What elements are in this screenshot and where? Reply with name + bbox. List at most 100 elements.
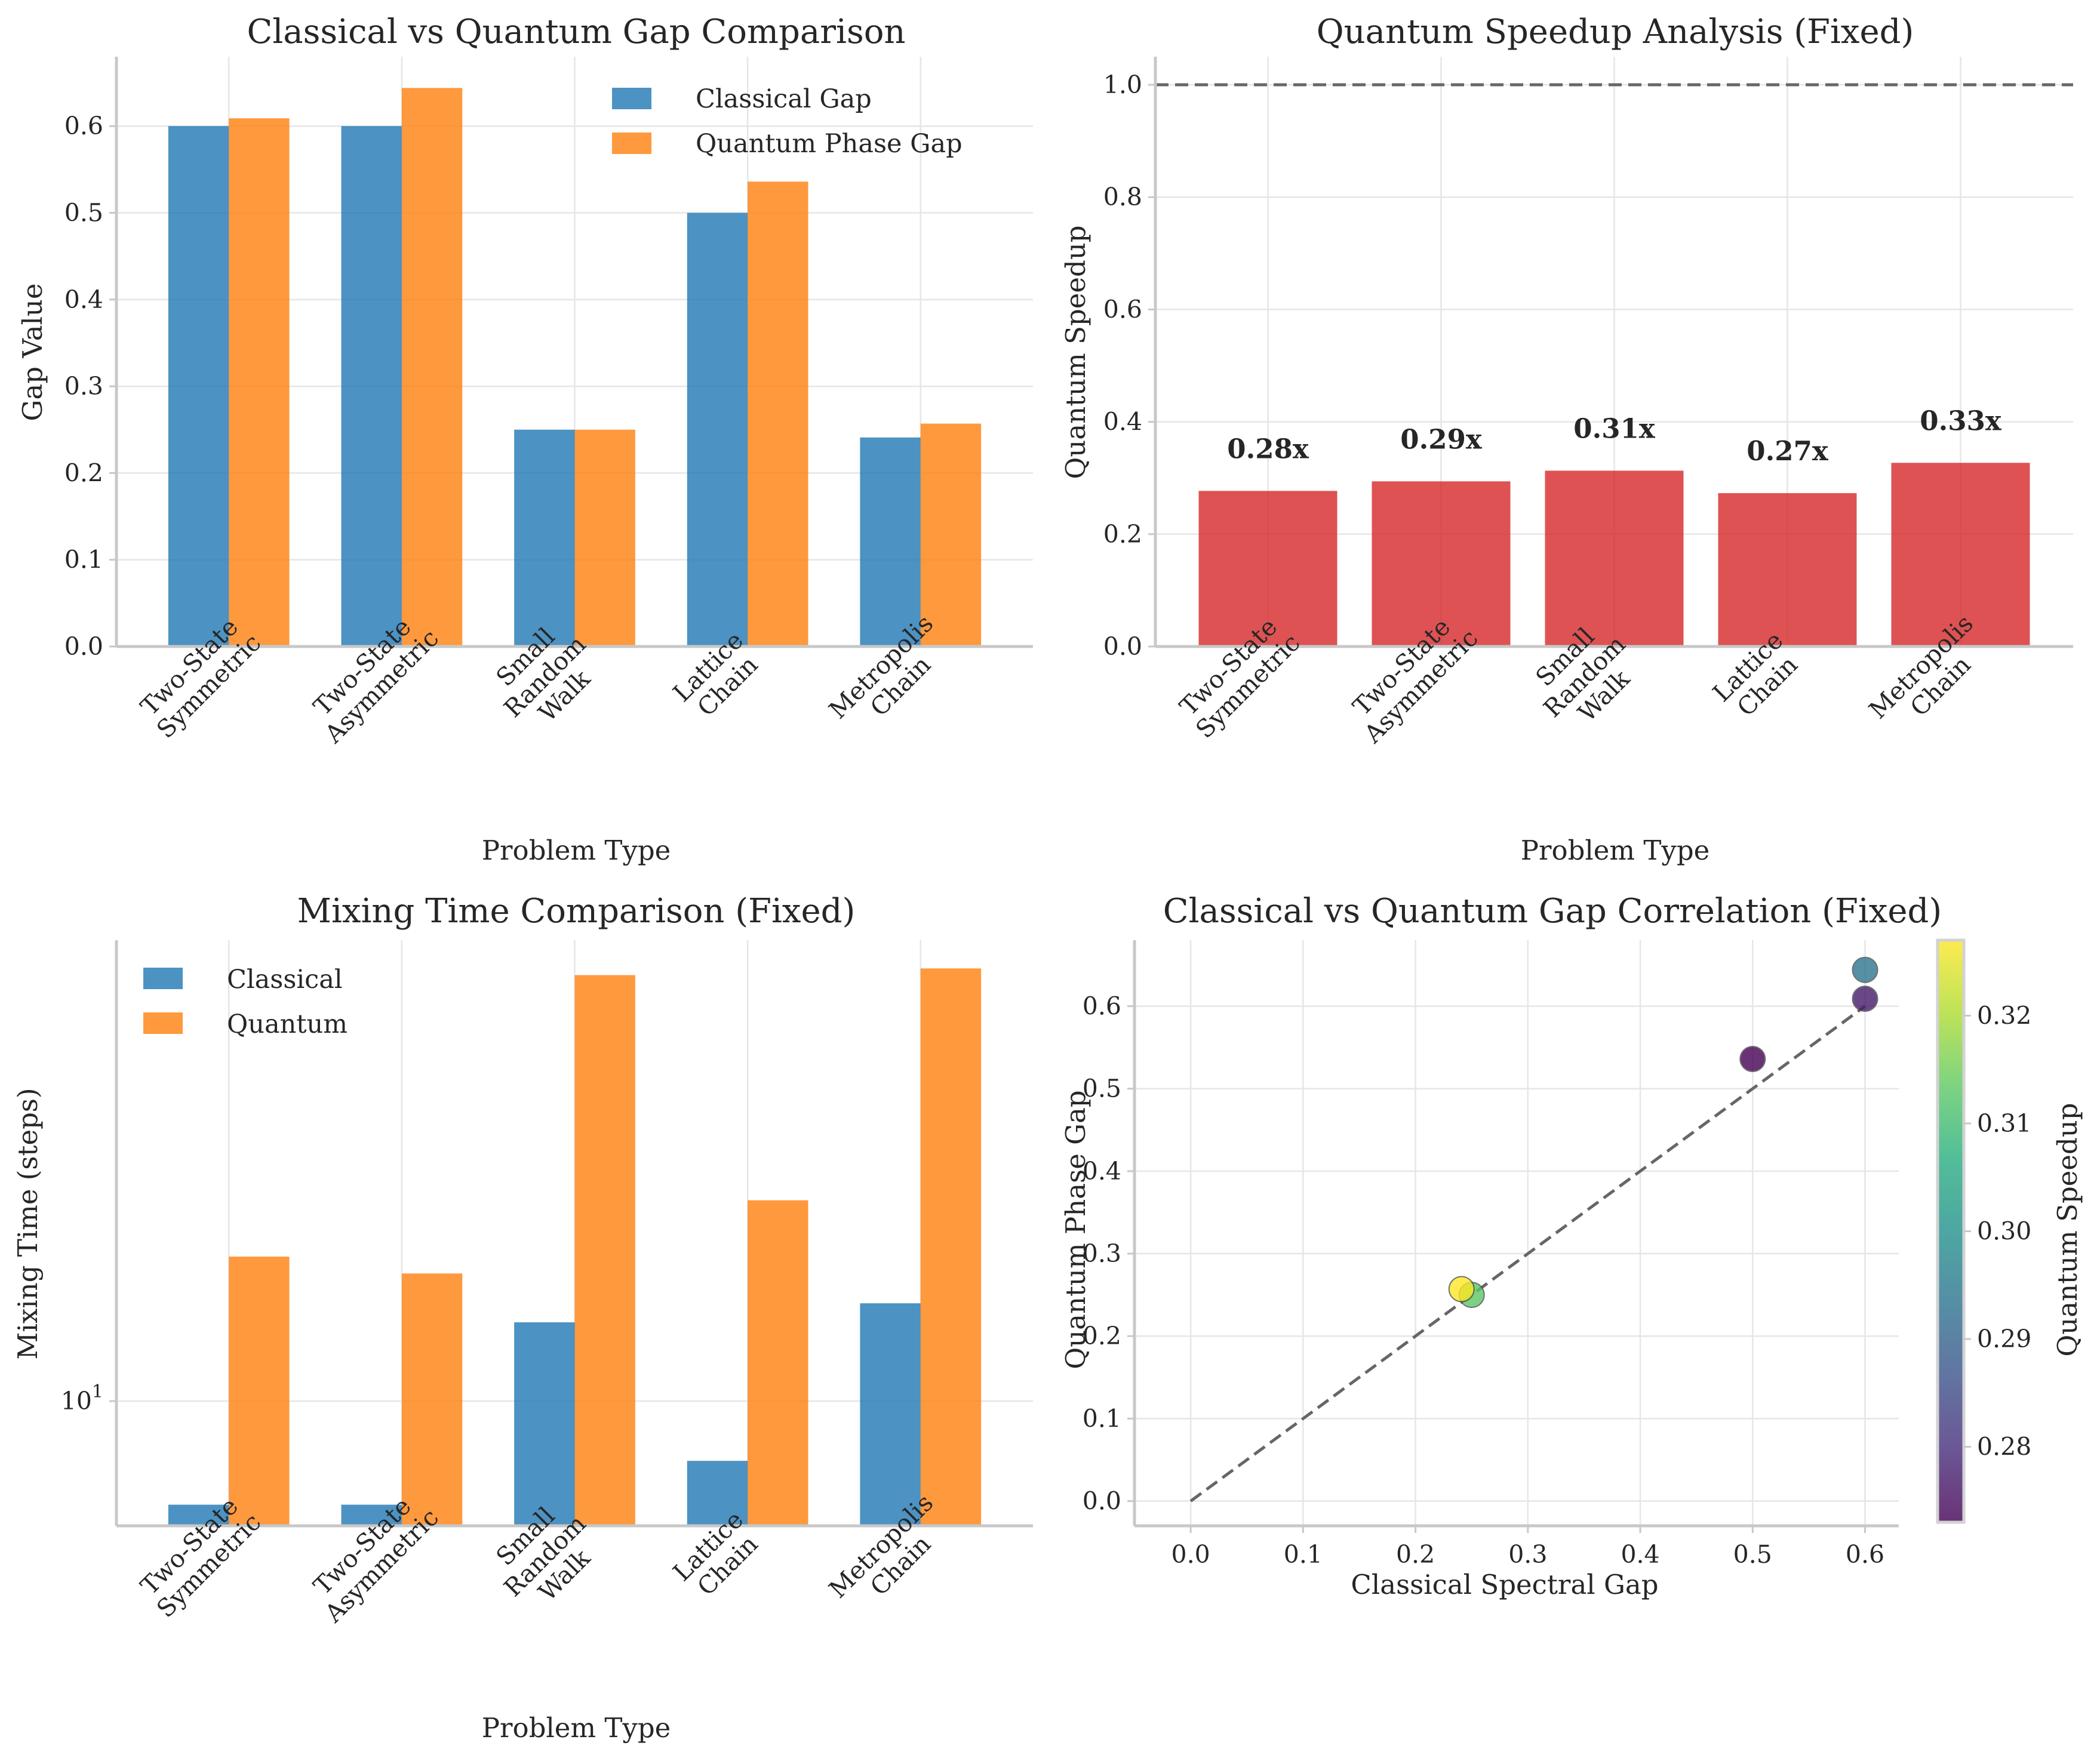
scatter-point-4 bbox=[1448, 1276, 1475, 1303]
xtick-label: 0.4 bbox=[1621, 1540, 1659, 1569]
ytick-label: 0.5 bbox=[64, 199, 103, 227]
ytick-label: 0.2 bbox=[1103, 520, 1142, 549]
xtick-label: 0.3 bbox=[1508, 1540, 1547, 1569]
legend-label-quantum: Quantum bbox=[227, 1009, 348, 1039]
bar-quantum-phase-gap-2 bbox=[574, 429, 635, 647]
bar-quantum-phase-gap-3 bbox=[748, 181, 808, 647]
colorbar-label: Quantum Speedup bbox=[2052, 1103, 2083, 1356]
mixing-chart-xlabel: Problem Type bbox=[482, 1712, 671, 1744]
ytick-label: 0.1 bbox=[64, 546, 103, 574]
scatter-point-1 bbox=[1852, 956, 1878, 983]
gap-chart-ylabel: Gap Value bbox=[17, 283, 48, 421]
correlation-chart-axes: 0.0 0.1 0.2 0.3 0.4 0.5 0.6 0.0 0.1 0.2 0.3 0.4 0.5 0… bbox=[1083, 940, 1899, 1569]
mixing-chart-ylabel: Mixing Time (steps) bbox=[12, 1088, 44, 1359]
speedup-chart-bars: 0.28x 0.29x 0.31x 0.27x 0.33x bbox=[1155, 83, 2073, 647]
bar-value-label: 0.33x bbox=[1920, 405, 2002, 436]
bar-quantum-2 bbox=[574, 975, 635, 1526]
xtick-label: 0.6 bbox=[1846, 1540, 1884, 1569]
correlation-chart-grid bbox=[1134, 940, 1899, 1526]
colorbar-gradient bbox=[1936, 938, 1966, 1524]
colorbar-tick-label: 0.31 bbox=[1977, 1109, 2031, 1138]
ytick-label: 0.1 bbox=[1083, 1404, 1121, 1433]
speedup-colorbar: 0.28 0.29 0.30 0.31 0.32 bbox=[1936, 938, 2031, 1524]
identity-line bbox=[1189, 1005, 1867, 1503]
ytick-label: 0.4 bbox=[1083, 1157, 1121, 1186]
bar-value-label: 0.31x bbox=[1573, 412, 1656, 444]
legend-swatch-classical-gap bbox=[612, 88, 651, 109]
correlation-chart-title: Classical vs Quantum Gap Correlation (Fi… bbox=[1163, 892, 1942, 931]
colorbar-tick-label: 0.29 bbox=[1977, 1325, 2031, 1353]
mixing-chart-legend: Classical Quantum bbox=[143, 965, 348, 1039]
speedup-chart-ylabel: Quantum Speedup bbox=[1060, 225, 1091, 479]
bar-classical-4 bbox=[860, 1303, 921, 1526]
speedup-chart-xlabel: Problem Type bbox=[1521, 835, 1710, 866]
bar-value-label: 0.28x bbox=[1227, 433, 1309, 464]
ytick-label: 0.0 bbox=[1103, 632, 1142, 661]
scatter-point-0 bbox=[1852, 986, 1878, 1012]
legend-label-classical: Classical bbox=[227, 965, 343, 995]
mixing-chart-bars bbox=[168, 968, 982, 1526]
ytick-label: 0.3 bbox=[1083, 1239, 1121, 1268]
bar-speedup-0 bbox=[1198, 491, 1337, 647]
ytick-label: 0.3 bbox=[64, 372, 103, 401]
ytick-label: 0.2 bbox=[64, 458, 103, 487]
ytick-label: 0.4 bbox=[64, 285, 103, 314]
bar-classical-3 bbox=[687, 1461, 748, 1526]
gap-chart-xlabel: Problem Type bbox=[482, 835, 671, 866]
ytick-label: 0.0 bbox=[64, 632, 103, 661]
legend-swatch-quantum bbox=[143, 1012, 183, 1034]
gap-chart-title: Classical vs Quantum Gap Comparison bbox=[247, 13, 906, 51]
bar-classical-2 bbox=[514, 1322, 575, 1526]
speedup-panel: Quantum Speedup Analysis (Fixed) 0.28x 0.… bbox=[1060, 13, 2073, 866]
speedup-chart-title: Quantum Speedup Analysis (Fixed) bbox=[1317, 13, 1914, 51]
xtick-label: 0.1 bbox=[1284, 1540, 1323, 1569]
mixing-time-panel: Mixing Time Comparison (Fixed) 101Two-St… bbox=[12, 892, 1033, 1744]
bar-classical-gap-3 bbox=[687, 213, 748, 647]
bar-classical-1 bbox=[341, 1504, 402, 1526]
bar-quantum-4 bbox=[920, 968, 982, 1526]
colorbar-tick-label: 0.32 bbox=[1977, 1001, 2031, 1030]
ytick-label: 0.2 bbox=[1083, 1322, 1121, 1350]
correlation-chart-ylabel: Quantum Phase Gap bbox=[1060, 1090, 1091, 1369]
ytick-label: 0.5 bbox=[1083, 1075, 1121, 1103]
bar-classical-gap-0 bbox=[168, 126, 229, 647]
xtick-label: 0.0 bbox=[1172, 1540, 1210, 1569]
correlation-panel: Classical vs Quantum Gap Correlation (Fi… bbox=[1060, 892, 2083, 1600]
colorbar-tick-label: 0.28 bbox=[1977, 1433, 2031, 1461]
ytick-label: 0.6 bbox=[1103, 295, 1142, 324]
bar-classical-gap-1 bbox=[341, 126, 402, 647]
bar-classical-gap-2 bbox=[514, 429, 575, 647]
legend-swatch-classical bbox=[143, 968, 183, 989]
mixing-chart-title: Mixing Time Comparison (Fixed) bbox=[297, 892, 856, 931]
bar-value-label: 0.27x bbox=[1747, 435, 1829, 467]
bar-speedup-2 bbox=[1545, 470, 1684, 647]
ytick-label: 1.0 bbox=[1103, 70, 1142, 99]
xtick-label: 0.2 bbox=[1396, 1540, 1435, 1569]
ytick-label: 0.8 bbox=[1103, 183, 1142, 211]
ytick-label: 0.6 bbox=[1083, 992, 1121, 1021]
scatter-point-3 bbox=[1739, 1045, 1766, 1072]
bar-speedup-4 bbox=[1891, 463, 2030, 647]
colorbar-tick-label: 0.30 bbox=[1977, 1217, 2031, 1246]
bar-quantum-phase-gap-4 bbox=[920, 423, 982, 647]
legend-label-quantum-phase-gap: Quantum Phase Gap bbox=[696, 129, 963, 159]
xtick-label: 0.5 bbox=[1733, 1540, 1772, 1569]
gap-chart-legend: Classical Gap Quantum Phase Gap bbox=[612, 84, 963, 159]
gap-chart-bars bbox=[168, 88, 982, 647]
ytick-label: 0.0 bbox=[1083, 1487, 1121, 1516]
ytick-exponent: 1 bbox=[92, 1381, 103, 1402]
correlation-chart-marks bbox=[1189, 956, 1878, 1503]
bar-speedup-3 bbox=[1718, 493, 1857, 647]
bar-quantum-phase-gap-0 bbox=[229, 118, 290, 647]
legend-label-classical-gap: Classical Gap bbox=[696, 84, 872, 114]
bar-quantum-3 bbox=[748, 1200, 808, 1526]
ytick-base: 10 bbox=[61, 1387, 92, 1415]
bar-classical-0 bbox=[168, 1504, 229, 1526]
bar-quantum-phase-gap-1 bbox=[401, 88, 463, 647]
bar-value-label: 0.29x bbox=[1400, 423, 1483, 455]
bar-speedup-1 bbox=[1372, 481, 1511, 647]
legend-swatch-quantum-phase-gap bbox=[612, 133, 651, 154]
ytick-label: 101 bbox=[61, 1381, 103, 1415]
